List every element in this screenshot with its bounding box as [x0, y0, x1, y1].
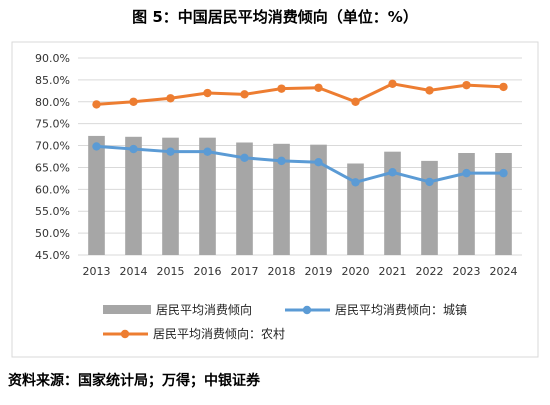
bar: [88, 135, 105, 255]
bar: [384, 151, 401, 255]
rural-point: [462, 80, 471, 90]
rural-point: [314, 83, 323, 92]
bar: [495, 152, 512, 255]
rural-line: [96, 82, 504, 106]
legend-swatch-rural-marker: [120, 329, 130, 339]
urban-line-series: [92, 142, 508, 187]
y-tick-label: 60.0%: [35, 183, 70, 196]
bar-series: [88, 135, 512, 255]
urban-point: [388, 168, 397, 177]
y-axis-ticks: 45.0% 50.0% 55.0% 60.0% 65.0% 70.0% 75.0% 80.0%…: [35, 52, 70, 262]
x-axis-ticks: 2013 2014 2015 2016 2017 2018 2019 2020 2021 2022…: [83, 265, 518, 278]
x-tick-label: 2020: [342, 265, 370, 278]
source-note: 资料来源：国家统计局；万得；中银证券: [8, 373, 260, 389]
y-tick-label: 45.0%: [35, 249, 70, 262]
bar: [347, 163, 364, 255]
x-tick-label: 2017: [231, 265, 259, 278]
bar: [199, 137, 216, 255]
bar: [125, 136, 142, 255]
urban-point: [462, 168, 471, 178]
urban-point: [499, 168, 508, 178]
urban-line: [96, 144, 504, 184]
bar: [310, 144, 327, 255]
legend-label-rural: 居民平均消费倾向：农村: [153, 326, 285, 341]
urban-point: [92, 142, 101, 151]
urban-point: [203, 147, 212, 156]
legend-label-bar: 居民平均消费倾向: [156, 302, 252, 317]
x-tick-label: 2014: [120, 265, 148, 278]
y-tick-label: 90.0%: [35, 52, 70, 65]
x-tick-label: 2019: [305, 265, 333, 278]
urban-point: [129, 144, 138, 154]
y-tick-label: 50.0%: [35, 227, 70, 240]
chart-frame: [11, 41, 539, 358]
rural-point: [203, 88, 212, 98]
x-tick-label: 2023: [453, 265, 481, 278]
rural-point: [351, 97, 360, 106]
bar: [236, 142, 253, 255]
y-tick-label: 85.0%: [35, 74, 70, 87]
rural-line-series: [92, 79, 508, 109]
y-tick-label: 65.0%: [35, 161, 70, 174]
bar: [458, 152, 475, 255]
bar: [421, 160, 438, 255]
urban-point: [240, 153, 249, 163]
legend-label-urban: 居民平均消费倾向：城镇: [335, 302, 467, 317]
y-tick-label: 75.0%: [35, 118, 70, 131]
gridlines: [78, 57, 522, 256]
x-tick-label: 2021: [379, 265, 407, 278]
urban-point: [166, 147, 175, 156]
urban-point: [351, 178, 360, 187]
rural-point: [277, 84, 286, 93]
rural-point: [499, 82, 508, 92]
rural-point: [425, 86, 434, 95]
chart-area: 45.0% 50.0% 55.0% 60.0% 65.0% 70.0% 75.0% 80.0%…: [11, 41, 539, 358]
legend-swatch-bar: [103, 305, 151, 314]
x-tick-label: 2024: [490, 265, 518, 278]
rural-point: [388, 79, 397, 89]
bar: [273, 143, 290, 255]
legend-swatch-urban-marker: [302, 305, 312, 315]
rural-point: [129, 97, 138, 106]
y-tick-label: 80.0%: [35, 96, 70, 109]
bar: [162, 137, 179, 255]
urban-point: [314, 157, 323, 167]
x-tick-label: 2016: [194, 265, 222, 278]
x-tick-label: 2022: [416, 265, 444, 278]
x-tick-label: 2013: [83, 265, 111, 278]
chart-title: 图 5：中国居民平均消费倾向（单位：%）: [132, 8, 418, 26]
x-tick-label: 2015: [157, 265, 185, 278]
urban-point: [277, 156, 286, 166]
rural-point: [92, 100, 101, 109]
urban-point: [425, 177, 434, 187]
y-tick-label: 55.0%: [35, 205, 70, 218]
rural-point: [240, 90, 249, 99]
x-tick-label: 2018: [268, 265, 296, 278]
y-tick-label: 70.0%: [35, 140, 70, 153]
rural-point: [166, 94, 175, 103]
